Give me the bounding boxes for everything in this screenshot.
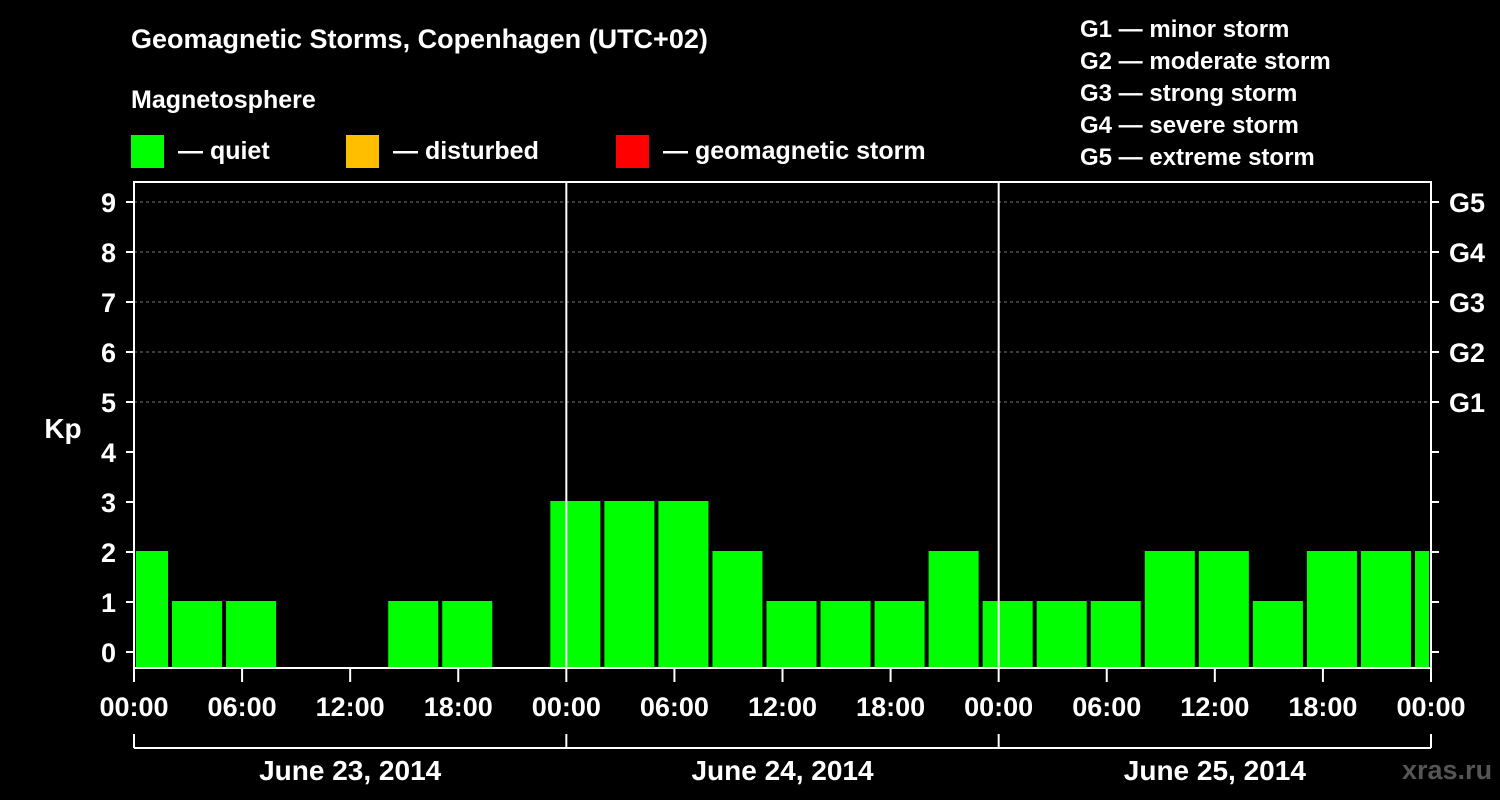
- x-tick-label-8: 00:00: [964, 692, 1033, 722]
- kp-bar-2: [226, 601, 277, 668]
- right-axis-label-g3: G3: [1449, 288, 1485, 318]
- x-tick-label-3: 18:00: [424, 692, 493, 722]
- kp-bar-14: [874, 601, 925, 668]
- kp-bar-6: [442, 601, 493, 668]
- kp-bar-15: [928, 551, 979, 668]
- y-axis-label: Kp: [44, 413, 81, 444]
- scale-g4: G4 — severe storm: [1080, 112, 1299, 139]
- x-tick-label-4: 00:00: [532, 692, 601, 722]
- kp-bar-24: [1414, 551, 1429, 668]
- legend-item-quiet: — quiet: [131, 134, 270, 168]
- kp-bar-10: [658, 501, 709, 668]
- kp-bar-17: [1036, 601, 1087, 668]
- x-tick-label-9: 06:00: [1072, 692, 1141, 722]
- y-tick-label-9: 9: [101, 188, 116, 218]
- right-axis-label-g1: G1: [1449, 388, 1485, 418]
- bars-layer: [136, 501, 1429, 668]
- x-tick-label-5: 06:00: [640, 692, 709, 722]
- scale-g1: G1 — minor storm: [1080, 16, 1290, 43]
- legend-swatch-disturbed: [346, 134, 379, 168]
- legend-swatch-storm: [616, 134, 649, 168]
- legend-item-disturbed: — disturbed: [346, 134, 539, 168]
- y-tick-label-7: 7: [101, 288, 116, 318]
- kp-bar-23: [1360, 551, 1411, 668]
- kp-bar-22: [1306, 551, 1357, 668]
- y-tick-label-6: 6: [101, 338, 116, 368]
- kp-bar-12: [766, 601, 817, 668]
- day-label-1: June 24, 2014: [691, 755, 874, 786]
- kp-bar-19: [1144, 551, 1195, 668]
- x-tick-label-0: 00:00: [99, 692, 168, 722]
- kp-bar-5: [388, 601, 439, 668]
- scale-g3: G3 — strong storm: [1080, 80, 1298, 107]
- kp-bar-21: [1252, 601, 1303, 668]
- y-tick-label-4: 4: [101, 438, 116, 468]
- axes-layer: 0 1 2 3 4 5 6 7 8 9 G1 G2 G3 G4 G5 00:00 06:00 12:00 18:00…: [99, 181, 1485, 786]
- scale-g2: G2 — moderate storm: [1080, 48, 1331, 75]
- legend-swatch-quiet: [131, 134, 164, 168]
- right-axis-label-g2: G2: [1449, 338, 1485, 368]
- legend-item-storm: — geomagnetic storm: [616, 134, 926, 168]
- storm-scale-legend: G1 — minor storm G2 — moderate storm G3 …: [1080, 14, 1331, 174]
- legend-label-storm: — geomagnetic storm: [663, 136, 926, 165]
- grid-layer: [134, 201, 1431, 403]
- kp-bar-11: [712, 551, 763, 668]
- legend-label-disturbed: — disturbed: [393, 136, 539, 165]
- x-tick-label-2: 12:00: [316, 692, 385, 722]
- x-tick-label-7: 18:00: [856, 692, 925, 722]
- chart-title: Geomagnetic Storms, Copenhagen (UTC+02): [131, 24, 708, 54]
- x-tick-label-12: 00:00: [1396, 692, 1465, 722]
- x-tick-label-6: 12:00: [748, 692, 817, 722]
- kp-bar-8: [550, 501, 601, 668]
- kp-bar-16: [982, 601, 1033, 668]
- y-tick-label-8: 8: [101, 238, 116, 268]
- right-axis-label-g4: G4: [1449, 238, 1485, 268]
- kp-bar-13: [820, 601, 871, 668]
- kp-bar-0: [136, 551, 169, 668]
- kp-bar-20: [1198, 551, 1249, 668]
- kp-bar-9: [604, 501, 655, 668]
- right-axis-label-g5: G5: [1449, 188, 1485, 218]
- y-tick-label-1: 1: [101, 588, 116, 618]
- kp-bar-1: [172, 601, 223, 668]
- x-tick-label-1: 06:00: [208, 692, 277, 722]
- y-tick-label-0: 0: [101, 638, 116, 668]
- x-tick-label-11: 18:00: [1288, 692, 1357, 722]
- legend-heading: Magnetosphere: [131, 86, 316, 114]
- x-tick-label-10: 12:00: [1180, 692, 1249, 722]
- day-label-2: June 25, 2014: [1124, 755, 1307, 786]
- legend-label-quiet: — quiet: [178, 136, 270, 165]
- y-tick-label-5: 5: [101, 388, 116, 418]
- kp-bar-18: [1090, 601, 1141, 668]
- day-label-0: June 23, 2014: [259, 755, 442, 786]
- scale-g5: G5 — extreme storm: [1080, 144, 1315, 171]
- y-tick-label-2: 2: [101, 538, 116, 568]
- y-tick-label-3: 3: [101, 488, 116, 518]
- watermark: xras.ru: [1402, 755, 1493, 785]
